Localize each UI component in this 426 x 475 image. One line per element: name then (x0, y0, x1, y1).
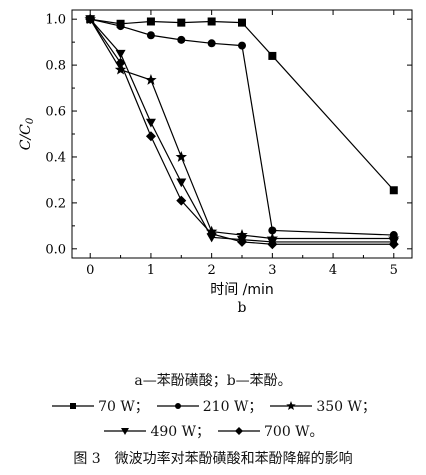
marker-circle (268, 226, 277, 235)
marker-star (286, 401, 297, 411)
y-axis-title: C/C0 (18, 117, 36, 150)
marker-square (146, 17, 155, 26)
marker-diamond (237, 236, 247, 247)
marker-circle (238, 41, 246, 50)
series-line (90, 18, 395, 191)
legend-swatch (156, 403, 199, 409)
legend-item: 700 W。 (216, 421, 324, 441)
x-tick-label: 2 (208, 263, 216, 278)
marker-circle (146, 31, 155, 40)
series-line (89, 18, 394, 240)
legend-swatch (270, 401, 313, 411)
marker-star (145, 74, 157, 85)
legend-swatch (52, 403, 95, 409)
marker-square (268, 51, 277, 60)
axis-labels: 0 1 2 3 4 5 0.0 0.2 0.4 0.6 0.8 1.0 时间 /min b C/C0 (18, 13, 398, 316)
marker-diamond (115, 57, 126, 68)
marker-square (389, 186, 398, 195)
panel-label: b (238, 300, 247, 316)
x-tick-label: 4 (329, 263, 337, 278)
marker-square (70, 403, 77, 409)
marker-star (388, 232, 400, 244)
series-line (89, 18, 394, 243)
legend-label: 210 W； (202, 399, 263, 415)
marker-diamond (267, 239, 278, 250)
series-circle (86, 15, 398, 240)
caption-ab-line: a—苯酚磺酸；b—苯酚。 (134, 373, 292, 389)
y-tick-label: 0.8 (45, 59, 66, 74)
marker-triangle-down (121, 428, 130, 435)
marker-triangle-down (176, 178, 187, 188)
series-diamond (85, 14, 399, 250)
marker-star (175, 150, 187, 162)
x-axis-title: 时间 /min (210, 282, 274, 298)
series-line (90, 18, 394, 236)
marker-diamond (176, 195, 187, 206)
marker-square (177, 18, 186, 27)
figure-number: 图 3 (73, 451, 101, 467)
legend-label: 70 W； (98, 399, 149, 415)
y-tick-label: 0.0 (45, 242, 66, 257)
marker-diamond (206, 228, 217, 239)
y-tick-label: 0.6 (45, 105, 66, 120)
marker-triangle-down (115, 49, 126, 59)
legend-swatch (104, 428, 147, 435)
figure-title: 微波功率对苯酚磺酸和苯酚降解的影响 (114, 451, 353, 467)
figure-caption: 图 3 微波功率对苯酚磺酸和苯酚降解的影响 (0, 448, 426, 468)
legend-label: 350 W； (316, 399, 376, 415)
legend-label: 700 W。 (264, 424, 324, 440)
series-group (84, 13, 400, 250)
legend-swatch (218, 427, 260, 435)
chart: 0 1 2 3 4 5 0.0 0.2 0.4 0.6 0.8 1.0 时间 /min b C/C0 (18, 9, 413, 316)
marker-diamond (85, 14, 96, 25)
y-tick-label: 0.2 (45, 196, 66, 211)
marker-diamond (388, 239, 399, 250)
legend-row-2: 490 W； 700 W。 (0, 421, 426, 441)
marker-circle (174, 403, 181, 409)
legend-item: 70 W； (50, 396, 149, 416)
legend-item: 490 W； (102, 421, 210, 441)
marker-square (207, 17, 216, 26)
x-tick-label: 0 (86, 263, 94, 278)
marker-diamond (235, 427, 243, 435)
marker-circle (177, 35, 186, 44)
legend-label: 490 W； (150, 424, 210, 440)
marker-star (266, 232, 279, 244)
y-tick-label: 0.4 (45, 150, 66, 165)
marker-square (238, 18, 246, 27)
legend-item: 210 W； (155, 396, 263, 416)
x-tick-label: 5 (390, 263, 398, 278)
marker-triangle-down (145, 118, 156, 128)
series-triangle-down (85, 15, 399, 247)
legend-row-1: 70 W； 210 W； 350 W； (0, 396, 426, 416)
legend-item: 350 W； (268, 396, 376, 416)
x-tick-label: 3 (268, 263, 276, 278)
marker-diamond (145, 131, 156, 142)
marker-circle (207, 39, 216, 48)
axes (71, 9, 413, 259)
marker-circle (116, 22, 125, 31)
marker-star (236, 229, 248, 240)
series-line (89, 18, 394, 245)
marker-star (114, 63, 127, 75)
x-tick-label: 1 (147, 263, 155, 278)
y-tick-label: 1.0 (45, 13, 66, 28)
